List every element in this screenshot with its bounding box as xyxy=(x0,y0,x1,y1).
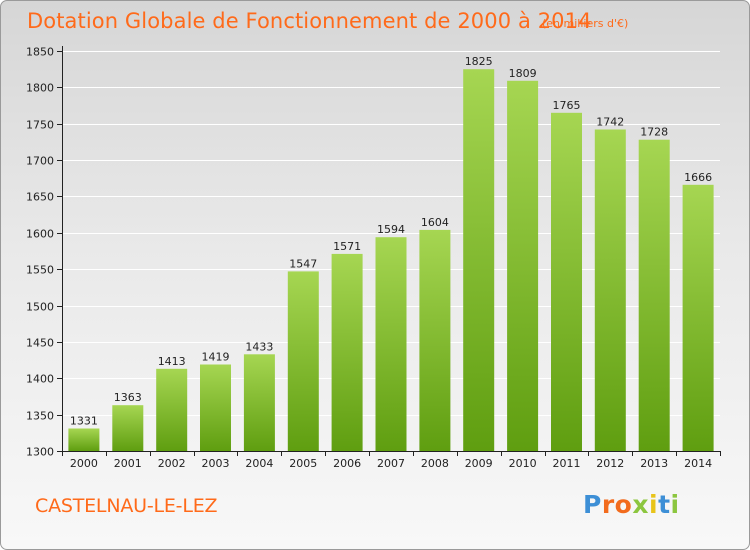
bar-value-label: 1604 xyxy=(421,216,449,229)
x-tick-label: 2008 xyxy=(421,457,449,470)
bar xyxy=(682,184,714,452)
bar xyxy=(551,112,582,452)
commune-name: CASTELNAU-LE-LEZ xyxy=(35,495,218,517)
y-tick-label: 1500 xyxy=(26,301,54,314)
x-tick-label: 2014 xyxy=(684,457,712,470)
bar xyxy=(594,129,626,451)
x-tick-label: 2006 xyxy=(333,457,361,470)
y-tick-label: 1700 xyxy=(26,155,54,168)
y-tick-label: 1750 xyxy=(26,119,54,132)
labels: 1300 1350 1400 1450 1500 1550 1600 1650 1700 1750… xyxy=(26,46,712,471)
x-tick-label: 2009 xyxy=(465,457,493,470)
x-tick-label: 2003 xyxy=(202,457,230,470)
bar xyxy=(112,405,144,451)
axes xyxy=(57,46,721,456)
bar xyxy=(507,80,539,452)
x-tick-label: 2001 xyxy=(114,457,142,470)
x-tick-label: 2000 xyxy=(70,457,98,470)
logo-letter: P xyxy=(583,490,602,519)
chart-subtitle: (en milliers d'€) xyxy=(542,17,629,30)
bar-value-label: 1571 xyxy=(333,240,361,253)
bar-value-label: 1331 xyxy=(70,415,98,428)
x-tick-label: 2007 xyxy=(377,457,405,470)
y-tick-label: 1450 xyxy=(26,337,54,350)
logo-letter: i xyxy=(649,490,659,519)
logo-letter: i xyxy=(670,490,680,519)
logo-letter: r xyxy=(601,490,615,519)
y-tick-label: 1300 xyxy=(26,446,54,459)
y-tick-label: 1800 xyxy=(26,82,54,95)
y-tick-label: 1650 xyxy=(26,191,54,204)
bar xyxy=(156,368,188,451)
y-tick-label: 1600 xyxy=(26,228,54,241)
bar-value-label: 1728 xyxy=(640,126,668,139)
x-tick-label: 2005 xyxy=(289,457,317,470)
chart-title: Dotation Globale de Fonctionnement de 20… xyxy=(27,9,592,33)
bar-value-label: 1433 xyxy=(245,340,273,353)
bar-value-label: 1594 xyxy=(377,223,405,236)
bar-value-label: 1825 xyxy=(465,55,493,68)
bar-value-label: 1547 xyxy=(289,257,317,270)
proxiti-logo: Proxiti xyxy=(583,490,680,519)
logo-letter: t xyxy=(658,490,671,519)
bar xyxy=(287,271,319,451)
logo-letter: o xyxy=(614,490,633,519)
y-tick-label: 1350 xyxy=(26,410,54,423)
bar-value-label: 1809 xyxy=(509,67,537,80)
bar-value-label: 1419 xyxy=(202,351,230,364)
bar xyxy=(200,364,231,451)
y-tick-label: 1400 xyxy=(26,373,54,386)
bar-value-label: 1666 xyxy=(684,171,712,184)
bar xyxy=(331,253,363,451)
x-tick-label: 2010 xyxy=(509,457,537,470)
bar xyxy=(638,139,670,451)
bars xyxy=(68,69,714,452)
x-tick-label: 2013 xyxy=(640,457,668,470)
bar xyxy=(375,237,407,451)
bar xyxy=(463,69,495,451)
bar xyxy=(419,229,451,451)
bar-value-label: 1363 xyxy=(114,391,142,404)
y-tick-label: 1550 xyxy=(26,264,54,277)
x-tick-label: 2012 xyxy=(596,457,624,470)
bar-value-label: 1742 xyxy=(596,116,624,129)
bar xyxy=(243,354,275,451)
logo-letter: x xyxy=(632,490,649,519)
x-tick-label: 2004 xyxy=(245,457,273,470)
bar-value-label: 1765 xyxy=(553,99,581,112)
y-tick-label: 1850 xyxy=(26,46,54,59)
x-tick-label: 2002 xyxy=(158,457,186,470)
bar-value-label: 1413 xyxy=(158,355,186,368)
bar xyxy=(68,428,100,451)
x-tick-label: 2011 xyxy=(553,457,581,470)
